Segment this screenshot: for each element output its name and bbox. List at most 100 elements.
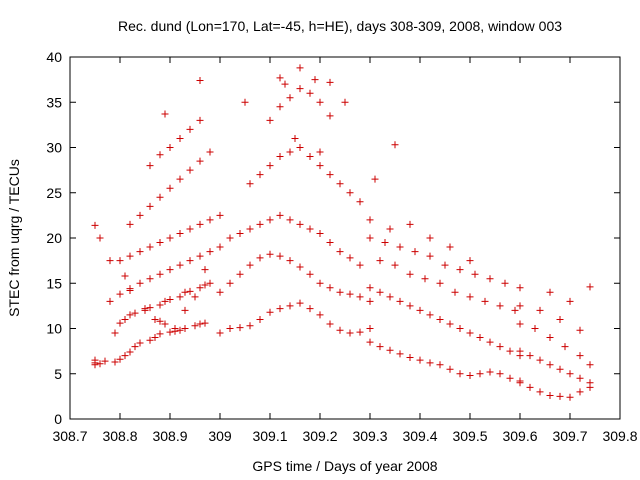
x-tick-label: 309.4 bbox=[402, 428, 437, 444]
data-point bbox=[391, 141, 399, 149]
data-point bbox=[316, 162, 324, 170]
y-tick-label: 5 bbox=[54, 366, 62, 382]
data-point bbox=[101, 357, 109, 365]
data-point bbox=[416, 356, 424, 364]
data-point bbox=[511, 306, 519, 314]
chart-title: Rec. dund (Lon=170, Lat=-45, h=HE), days… bbox=[118, 18, 562, 34]
data-point bbox=[276, 103, 284, 111]
data-point bbox=[516, 320, 524, 328]
data-point bbox=[316, 229, 324, 237]
data-point bbox=[146, 162, 154, 170]
data-point bbox=[126, 220, 134, 228]
data-point bbox=[266, 162, 274, 170]
x-tick-label: 308.9 bbox=[152, 428, 187, 444]
data-point bbox=[206, 216, 214, 224]
y-tick-label: 15 bbox=[46, 275, 62, 291]
data-point bbox=[136, 339, 144, 347]
data-point bbox=[181, 325, 189, 332]
data-point bbox=[276, 153, 284, 161]
data-point bbox=[136, 248, 144, 256]
data-point bbox=[366, 325, 374, 332]
data-point bbox=[586, 283, 594, 291]
data-point bbox=[276, 305, 284, 313]
data-point bbox=[586, 361, 594, 369]
data-point bbox=[196, 116, 204, 124]
data-point bbox=[426, 252, 434, 260]
data-point bbox=[481, 297, 489, 305]
data-point bbox=[376, 288, 384, 296]
data-point bbox=[586, 379, 594, 387]
x-tick-label: 309.5 bbox=[452, 428, 487, 444]
data-point bbox=[576, 388, 584, 396]
data-point bbox=[286, 302, 294, 310]
data-point bbox=[466, 329, 474, 337]
data-point bbox=[406, 353, 414, 361]
data-point bbox=[326, 239, 334, 247]
data-point bbox=[546, 361, 554, 369]
data-point bbox=[496, 302, 504, 310]
data-point bbox=[506, 374, 514, 382]
data-point bbox=[426, 359, 434, 367]
data-point bbox=[506, 347, 514, 355]
data-point bbox=[556, 365, 564, 373]
data-point bbox=[316, 98, 324, 106]
data-point bbox=[346, 329, 354, 337]
data-point bbox=[296, 263, 304, 271]
data-point bbox=[131, 343, 139, 351]
data-point bbox=[131, 309, 139, 317]
x-tick-label: 309 bbox=[208, 428, 232, 444]
data-point bbox=[546, 288, 554, 296]
data-point bbox=[216, 211, 224, 219]
data-point bbox=[326, 112, 334, 120]
data-point bbox=[246, 322, 254, 330]
data-point bbox=[141, 305, 149, 313]
data-point bbox=[536, 306, 544, 314]
data-point bbox=[291, 134, 299, 142]
data-point bbox=[516, 302, 524, 310]
data-point bbox=[426, 311, 434, 319]
data-point bbox=[181, 306, 189, 314]
data-point bbox=[156, 330, 164, 338]
data-point bbox=[366, 216, 374, 224]
data-point bbox=[226, 279, 234, 287]
data-point bbox=[566, 370, 574, 378]
data-point bbox=[276, 74, 284, 82]
data-point bbox=[246, 225, 254, 233]
data-point bbox=[396, 297, 404, 305]
x-tick-label: 309.2 bbox=[302, 428, 337, 444]
data-point bbox=[416, 306, 424, 314]
data-point bbox=[576, 326, 584, 334]
data-point bbox=[346, 254, 354, 262]
data-point bbox=[116, 319, 124, 327]
y-tick-label: 10 bbox=[46, 321, 62, 337]
data-point bbox=[406, 302, 414, 310]
data-point bbox=[111, 358, 119, 366]
data-point bbox=[326, 78, 334, 86]
data-point bbox=[216, 288, 224, 296]
data-point bbox=[346, 290, 354, 298]
data-point bbox=[146, 336, 154, 344]
data-point bbox=[96, 360, 104, 368]
data-point bbox=[121, 352, 129, 360]
data-point bbox=[256, 315, 264, 323]
data-point bbox=[536, 388, 544, 396]
data-point bbox=[296, 144, 304, 151]
data-point bbox=[151, 315, 159, 323]
data-point bbox=[176, 261, 184, 269]
data-point bbox=[516, 379, 524, 387]
y-tick-label: 35 bbox=[46, 94, 62, 110]
data-point bbox=[316, 311, 324, 319]
data-point bbox=[106, 257, 114, 265]
data-point bbox=[376, 257, 384, 265]
data-point bbox=[446, 243, 454, 251]
data-point bbox=[436, 361, 444, 369]
data-point bbox=[526, 383, 534, 391]
y-tick-label: 0 bbox=[54, 411, 62, 427]
data-point bbox=[156, 270, 164, 278]
x-tick-label: 309.8 bbox=[602, 428, 637, 444]
plot-frame bbox=[69, 56, 621, 420]
data-point bbox=[111, 329, 119, 337]
data-point bbox=[386, 346, 394, 354]
